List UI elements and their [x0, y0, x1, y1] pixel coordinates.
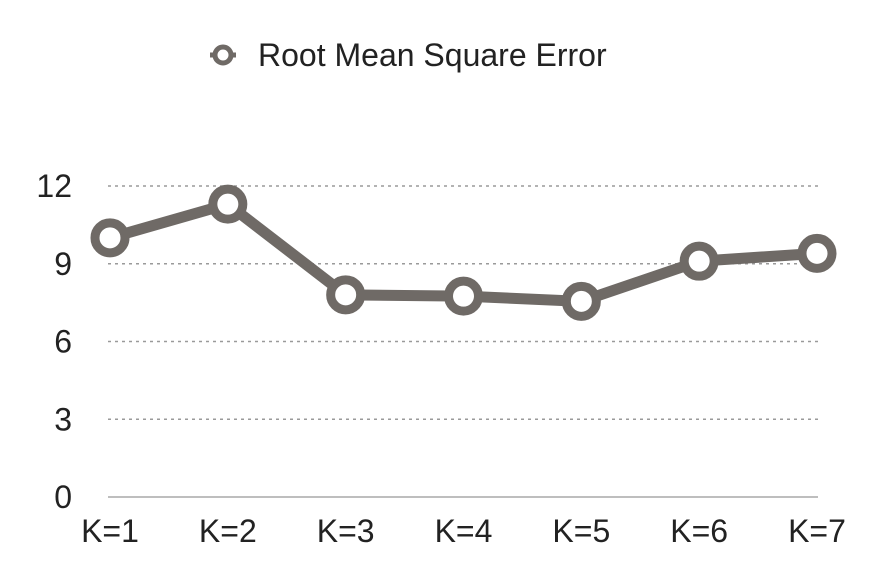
- x-tick-label: K=5: [552, 513, 610, 549]
- data-point-K=7: [797, 233, 837, 273]
- legend-marker-swatch: [212, 44, 234, 66]
- x-tick-label: K=1: [81, 513, 139, 549]
- x-tick-label: K=2: [199, 513, 257, 549]
- y-tick-label: 3: [54, 401, 72, 437]
- x-tick-label: K=3: [317, 513, 375, 549]
- y-tick-label: 6: [54, 324, 72, 360]
- data-point-K=3: [326, 275, 366, 315]
- legend: Root Mean Square Error: [210, 37, 607, 73]
- x-tick-label: K=6: [670, 513, 728, 549]
- series-root-mean-square-error: [90, 184, 837, 321]
- data-point-K=1: [90, 218, 130, 258]
- x-tick-label: K=4: [435, 513, 493, 549]
- y-tick-label: 9: [54, 246, 72, 282]
- y-tick-label: 0: [54, 479, 72, 515]
- y-tick-label: 12: [36, 168, 72, 204]
- axes: 0 3 6 9 12 K=1 K=2 K=3 K=4 K=5 K=6 K=7: [36, 168, 846, 549]
- x-tick-label: K=7: [788, 513, 846, 549]
- data-point-K=5: [561, 281, 601, 321]
- data-point-K=4: [444, 276, 483, 316]
- legend-label: Root Mean Square Error: [258, 37, 607, 73]
- data-point-K=6: [679, 241, 719, 281]
- data-point-K=2: [208, 184, 248, 224]
